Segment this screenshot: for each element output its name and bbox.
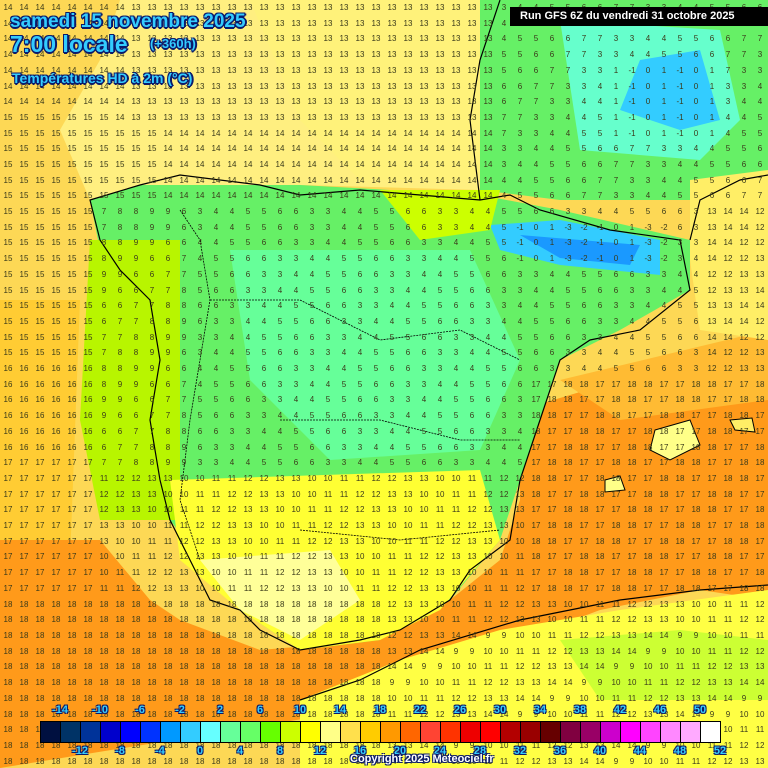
legend-swatch: [141, 722, 161, 742]
legend-swatch: [641, 722, 661, 742]
legend-swatch: [301, 722, 321, 742]
legend-swatch: [81, 722, 101, 742]
legend-label-bottom: 36: [553, 745, 567, 757]
legend-swatch: [681, 722, 701, 742]
legend-swatch: [381, 722, 401, 742]
color-legend-bar: [40, 721, 721, 743]
legend-swatch: [601, 722, 621, 742]
legend-swatch: [101, 722, 121, 742]
legend-label-top: 10: [293, 704, 307, 716]
forecast-date: samedi 15 novembre 2025: [10, 11, 246, 32]
parameter-title: Températures HD à 2m (°C): [12, 70, 193, 86]
legend-label-bottom: 20: [393, 745, 407, 757]
legend-label-bottom: 16: [353, 745, 367, 757]
legend-swatch: [441, 722, 461, 742]
legend-swatch: [221, 722, 241, 742]
legend-label-bottom: 4: [236, 745, 244, 757]
legend-label-bottom: 48: [673, 745, 687, 757]
legend-label-top: 26: [453, 704, 467, 716]
legend-label-bottom: 44: [633, 745, 647, 757]
legend-label-bottom: 32: [513, 745, 527, 757]
legend-label-top: 2: [216, 704, 224, 716]
legend-swatch: [401, 722, 421, 742]
legend-label-bottom: 24: [433, 745, 447, 757]
legend-swatch: [581, 722, 601, 742]
legend-swatch: [341, 722, 361, 742]
legend-label-top: 14: [333, 704, 347, 716]
legend-label-top: 30: [493, 704, 507, 716]
legend-label-top: -14: [52, 704, 68, 716]
legend-swatch: [321, 722, 341, 742]
legend-label-bottom: -4: [155, 745, 165, 757]
legend-swatch: [181, 722, 201, 742]
forecast-time: 7:00 locale: [10, 31, 128, 57]
legend-swatch: [361, 722, 381, 742]
legend-swatch: [561, 722, 581, 742]
legend-label-bottom: 0: [196, 745, 204, 757]
legend-label-bottom: 52: [713, 745, 727, 757]
legend-swatch: [661, 722, 681, 742]
lead-time: (+360h): [150, 36, 196, 51]
legend-label-top: -10: [92, 704, 108, 716]
legend-swatch: [541, 722, 561, 742]
legend-swatch: [61, 722, 81, 742]
legend-swatch: [261, 722, 281, 742]
legend-swatch: [161, 722, 181, 742]
legend-swatch: [461, 722, 481, 742]
legend-label-top: 18: [373, 704, 387, 716]
legend-label-top: 50: [693, 704, 707, 716]
legend-swatch: [621, 722, 641, 742]
legend-label-bottom: 12: [313, 745, 327, 757]
run-info-banner: Run GFS 6Z du vendredi 31 octobre 2025: [510, 7, 768, 26]
legend-swatch: [121, 722, 141, 742]
legend-swatch: [501, 722, 521, 742]
legend-label-top: -2: [175, 704, 185, 716]
legend-swatch: [201, 722, 221, 742]
legend-label-bottom: -8: [115, 745, 125, 757]
legend-label-bottom: -12: [72, 745, 88, 757]
legend-label-top: 42: [613, 704, 627, 716]
legend-swatch: [281, 722, 301, 742]
legend-label-top: 6: [256, 704, 264, 716]
legend-swatch: [481, 722, 501, 742]
legend-swatch: [241, 722, 261, 742]
legend-label-top: 46: [653, 704, 667, 716]
legend-label-top: 22: [413, 704, 427, 716]
legend-swatch: [701, 722, 720, 742]
legend-label-bottom: 28: [473, 745, 487, 757]
legend-label-bottom: 8: [276, 745, 284, 757]
legend-label-top: 38: [573, 704, 587, 716]
copyright-text: Copyright 2025 Meteociel.fr: [350, 753, 494, 765]
legend-label-top: 34: [533, 704, 547, 716]
legend-label-top: -6: [135, 704, 145, 716]
legend-swatch: [421, 722, 441, 742]
legend-swatch: [41, 722, 61, 742]
legend-label-bottom: 40: [593, 745, 607, 757]
legend-swatch: [521, 722, 541, 742]
